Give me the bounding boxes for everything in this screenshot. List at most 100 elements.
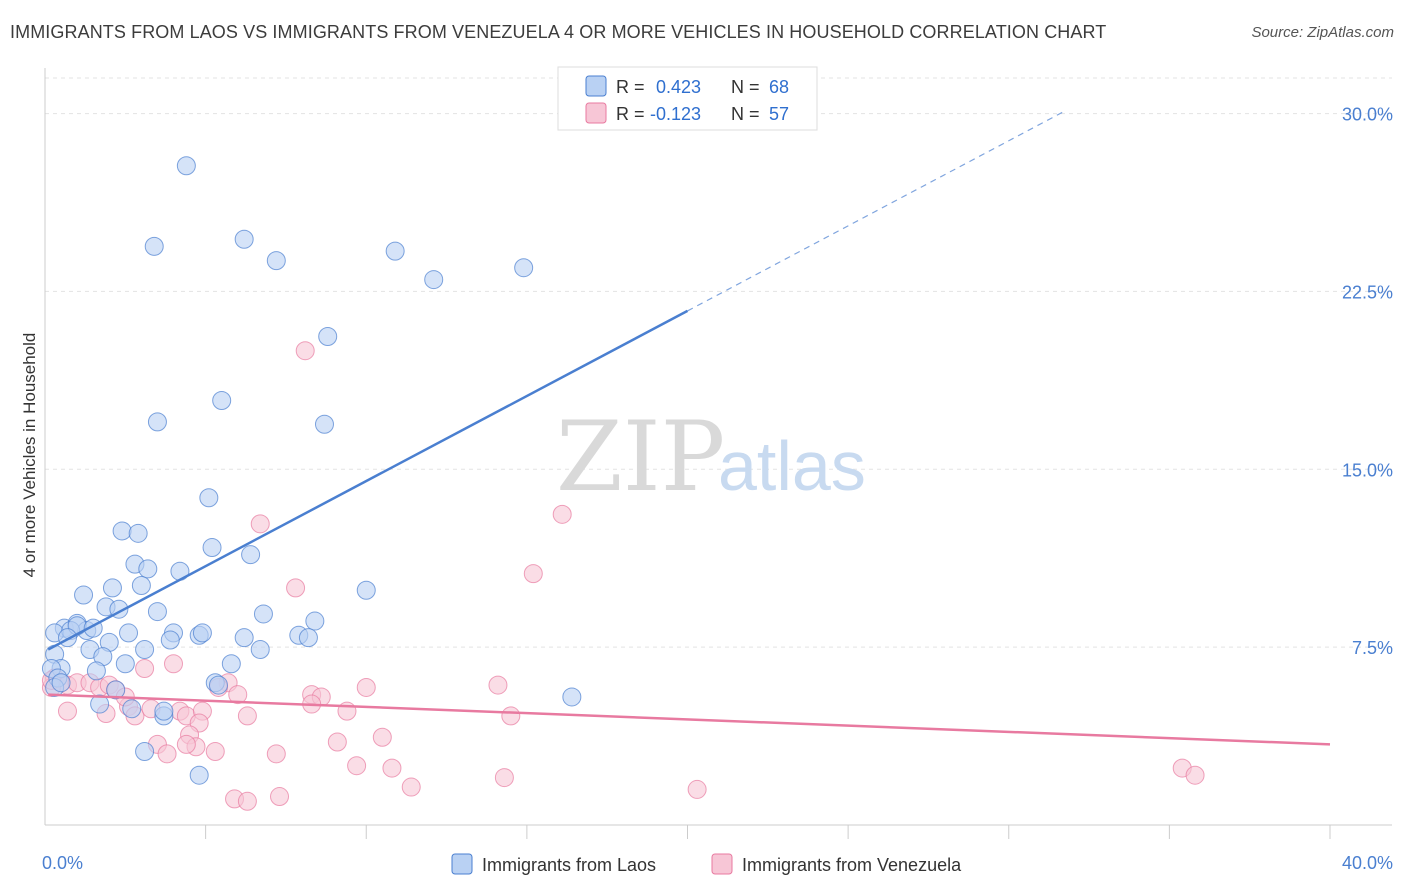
legend-laos-n-label: N = xyxy=(731,77,760,97)
laos-point-11 xyxy=(199,488,219,508)
laos-point-66 xyxy=(562,687,582,707)
venezuela-point-45 xyxy=(372,727,392,747)
laos-point-59 xyxy=(90,694,110,714)
watermark-atlas: atlas xyxy=(718,427,866,505)
legend-laos-n-value: 68 xyxy=(769,77,789,97)
venezuela-point-2 xyxy=(250,514,270,534)
venezuela-point-34 xyxy=(57,701,77,721)
venezuela-point-41 xyxy=(157,744,177,764)
venezuela-point-46 xyxy=(347,756,367,776)
y-tick-label-2: 22.5% xyxy=(1342,282,1393,302)
laos-point-43 xyxy=(160,630,180,650)
venezuela-point-42 xyxy=(176,734,196,754)
y-tick-label-0: 7.5% xyxy=(1352,638,1393,658)
laos-point-4 xyxy=(385,241,405,261)
laos-point-21 xyxy=(356,580,376,600)
venezuela-point-9 xyxy=(488,675,508,695)
laos-point-47 xyxy=(250,640,270,660)
laos-point-9 xyxy=(147,412,167,432)
legend-venezuela-r-label: R = xyxy=(616,104,645,124)
laos-point-2 xyxy=(234,229,254,249)
laos-point-13 xyxy=(128,523,148,543)
trendlines xyxy=(47,109,1331,746)
laos-point-8 xyxy=(212,391,232,411)
chart-title: IMMIGRANTS FROM LAOS VS IMMIGRANTS FROM … xyxy=(10,22,1107,42)
venezuela-point-53 xyxy=(237,791,257,811)
venezuela-point-49 xyxy=(401,777,421,797)
laos-point-6 xyxy=(424,270,444,290)
watermark-zip: ZIP xyxy=(556,401,725,513)
laos-point-0 xyxy=(176,156,196,176)
laos-point-17 xyxy=(138,559,158,579)
laos-point-63 xyxy=(154,701,174,721)
series-venezuela-points xyxy=(41,341,1205,811)
legend-laos-r-label: R = xyxy=(616,77,645,97)
y-tick-labels: 7.5% 15.0% 22.5% 30.0% xyxy=(1342,105,1393,659)
bottom-legend-venezuela-label: Immigrants from Venezuela xyxy=(742,855,962,875)
axes xyxy=(44,68,1392,839)
legend-laos-swatch xyxy=(585,75,607,97)
series-laos-points xyxy=(41,156,582,785)
laos-point-12 xyxy=(112,521,132,541)
y-tick-label-1: 15.0% xyxy=(1342,460,1393,480)
laos-point-58 xyxy=(106,680,126,700)
legend-venezuela-swatch xyxy=(585,102,607,124)
legend-venezuela-n-label: N = xyxy=(731,104,760,124)
legend-venezuela-r-value: -0.123 xyxy=(650,104,701,124)
laos-point-51 xyxy=(221,654,241,674)
venezuela-point-48 xyxy=(494,768,514,788)
laos-point-53 xyxy=(86,661,106,681)
laos-point-1 xyxy=(144,236,164,256)
venezuela-point-51 xyxy=(270,787,290,807)
laos-point-67 xyxy=(51,673,71,693)
bottom-legend-venezuela-swatch xyxy=(711,853,733,875)
venezuela-point-55 xyxy=(1185,765,1205,785)
series-legend: Immigrants from Laos Immigrants from Ven… xyxy=(451,853,962,875)
source-label: Source: ZipAtlas.com xyxy=(1251,24,1394,41)
venezuela-point-30 xyxy=(237,706,257,726)
venezuela-point-8 xyxy=(356,677,376,697)
venezuela-trendline xyxy=(48,693,1331,746)
laos-point-39 xyxy=(234,628,254,648)
y-axis-label: 4 or more Vehicles in Household xyxy=(20,333,39,578)
venezuela-point-43 xyxy=(266,744,286,764)
laos-point-64 xyxy=(135,741,155,761)
legend-laos-r-value: 0.423 xyxy=(656,77,701,97)
venezuela-point-0 xyxy=(295,341,315,361)
laos-point-5 xyxy=(514,258,534,278)
laos-trendline-dashed xyxy=(687,109,1067,312)
laos-point-15 xyxy=(241,545,261,565)
laos-point-25 xyxy=(147,602,167,622)
venezuela-point-5 xyxy=(164,654,183,674)
venezuela-point-44 xyxy=(327,732,347,752)
laos-point-46 xyxy=(135,640,155,660)
bottom-legend-laos-swatch xyxy=(451,853,473,875)
laos-point-19 xyxy=(102,578,122,598)
laos-point-35 xyxy=(119,623,139,643)
laos-point-3 xyxy=(266,251,286,271)
venezuela-point-1 xyxy=(552,504,572,524)
venezuela-point-47 xyxy=(382,758,402,778)
venezuela-point-6 xyxy=(135,658,155,678)
bottom-legend-laos-label: Immigrants from Laos xyxy=(482,855,656,875)
x-tick-labels: 0.0% 40.0% xyxy=(42,853,1393,873)
laos-point-65 xyxy=(189,765,209,785)
laos-point-20 xyxy=(131,575,151,595)
laos-point-22 xyxy=(74,585,94,605)
laos-point-61 xyxy=(122,699,142,719)
laos-trendline-solid xyxy=(47,309,689,651)
laos-point-14 xyxy=(202,538,222,558)
laos-point-7 xyxy=(318,326,338,346)
laos-point-10 xyxy=(314,414,334,434)
venezuela-point-33 xyxy=(501,706,521,726)
laos-point-50 xyxy=(115,654,135,674)
laos-point-38 xyxy=(192,623,212,643)
venezuela-point-3 xyxy=(523,564,543,584)
y-tick-label-3: 30.0% xyxy=(1342,105,1393,125)
laos-point-26 xyxy=(253,604,273,624)
x-tick-label-0: 0.0% xyxy=(42,853,83,873)
venezuela-point-4 xyxy=(286,578,306,598)
laos-point-57 xyxy=(208,675,228,695)
stats-legend: R = 0.423 N = 68 R = -0.123 N = 57 xyxy=(557,66,818,131)
legend-venezuela-n-value: 57 xyxy=(769,104,789,124)
